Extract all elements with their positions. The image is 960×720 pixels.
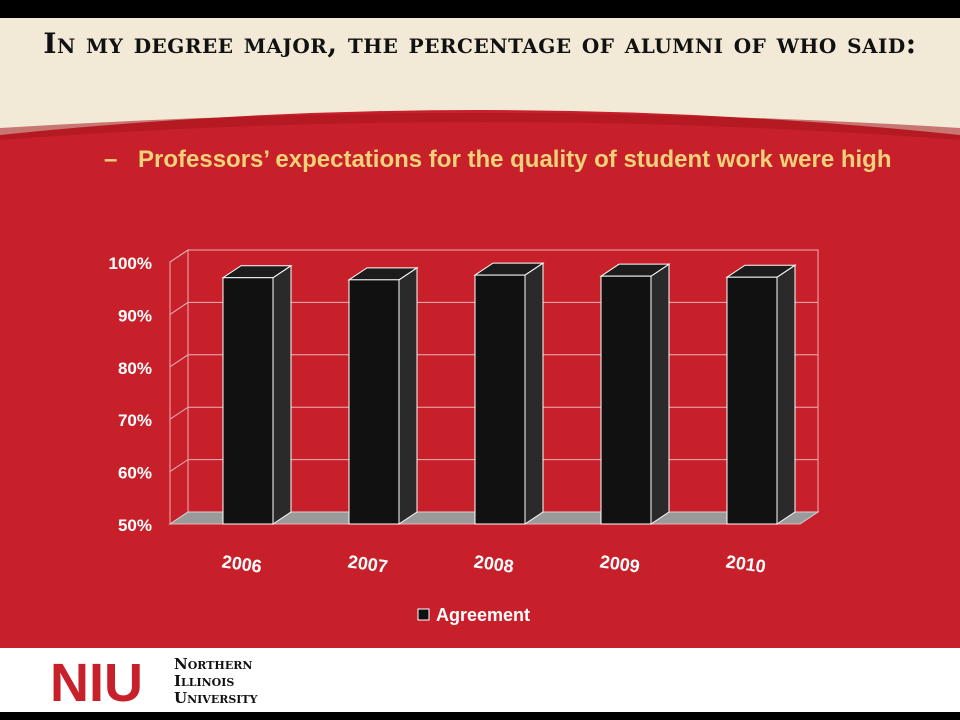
- bar-side: [650, 263, 670, 525]
- bar-side: [524, 262, 544, 525]
- bar-2008: [474, 274, 526, 525]
- legend-swatch: [417, 608, 430, 621]
- bar-side: [272, 264, 292, 525]
- x-tick-label: 2010: [725, 551, 767, 576]
- x-tick-label: 2008: [473, 551, 515, 576]
- chart-side-wall: [169, 249, 189, 525]
- y-tick-label: 60%: [118, 464, 152, 483]
- niu-logo: NIU Northern Illinois University: [50, 655, 258, 707]
- legend-label: Agreement: [436, 605, 530, 625]
- bar-2006: [222, 277, 274, 525]
- logo-mark: NIU: [50, 655, 143, 707]
- y-tick-label: 100%: [109, 254, 152, 273]
- bottom-bar: [0, 712, 960, 720]
- x-tick-label: 2006: [221, 551, 263, 576]
- bullet-dash: –: [104, 146, 118, 173]
- bar-2007: [348, 279, 400, 525]
- y-tick-label: 80%: [118, 359, 152, 378]
- logo-line-1: Northern: [174, 655, 252, 673]
- bar-2010: [726, 276, 778, 525]
- y-tick-label: 50%: [118, 516, 152, 535]
- bar-side: [776, 264, 796, 525]
- gridline: [169, 249, 818, 263]
- logo-line-3: University: [174, 689, 258, 707]
- bar-2009: [600, 275, 652, 525]
- footer: [0, 648, 960, 712]
- top-bar: [0, 0, 960, 18]
- subtitle-text: Professors’ expectations for the quality…: [138, 146, 892, 173]
- y-tick-label: 70%: [118, 411, 152, 430]
- x-tick-label: 2007: [347, 551, 389, 576]
- x-tick-label: 2009: [599, 551, 641, 576]
- logo-line-2: Illinois: [174, 672, 234, 690]
- y-tick-label: 90%: [118, 306, 152, 325]
- slide-title: In my degree major, the percentage of al…: [43, 27, 917, 60]
- subtitle-bullet-item: – Professors’ expectations for the quali…: [104, 146, 924, 174]
- bar-side: [398, 266, 418, 525]
